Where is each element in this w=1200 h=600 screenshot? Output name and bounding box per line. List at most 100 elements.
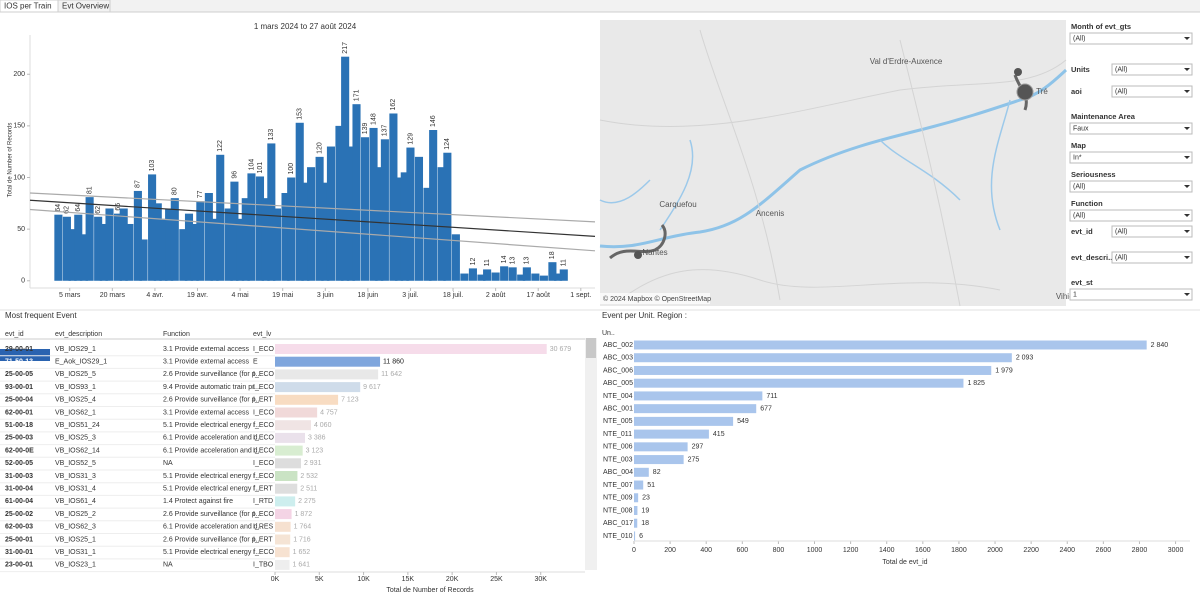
table-cell[interactable]: VB_IOS51_24 — [55, 422, 100, 429]
table-cell[interactable]: 5.1 Provide electrical energy f... — [163, 473, 261, 480]
table-cell[interactable]: I_ERT — [253, 397, 273, 404]
table-cell[interactable]: 62-00-01 — [5, 409, 33, 416]
filter-value[interactable]: (All) — [1115, 228, 1127, 235]
table-cell[interactable]: 6.1 Provide acceleration and d... — [163, 524, 263, 531]
table-bar[interactable] — [275, 344, 547, 354]
dropdown-arrow[interactable] — [1184, 230, 1190, 233]
dropdown-arrow[interactable] — [1184, 185, 1190, 188]
table-cell[interactable]: 2.6 Provide surveillance (for p... — [163, 397, 261, 404]
bar[interactable] — [634, 378, 964, 388]
table-cell[interactable]: 2.6 Provide surveillance (for p... — [163, 511, 261, 518]
filter-value[interactable]: (All) — [1115, 254, 1127, 261]
table-cell[interactable]: 52-00-05 — [5, 460, 33, 467]
table-cell[interactable]: 6.1 Provide acceleration and d... — [163, 435, 263, 442]
table-cell[interactable]: I_ECO — [253, 371, 275, 378]
dropdown-arrow[interactable] — [1184, 256, 1190, 259]
filter-value[interactable]: (All) — [1115, 88, 1127, 95]
filter-dropdown[interactable] — [1069, 122, 1193, 135]
table-cell[interactable]: I_RTD — [253, 498, 273, 505]
table-bar[interactable] — [275, 369, 379, 380]
table-cell[interactable]: I_RES — [253, 524, 274, 531]
table-cell[interactable]: 62-00-0E — [5, 447, 34, 454]
table-cell[interactable]: NA — [163, 562, 173, 569]
table-cell[interactable]: 61-00-04 — [5, 498, 33, 505]
table-cell[interactable]: I_TBO — [253, 562, 274, 569]
table-cell[interactable]: E_Aok_IOS29_1 — [55, 359, 107, 366]
table-cell[interactable]: 71-50-13 — [5, 359, 33, 366]
table-bar[interactable] — [275, 382, 361, 393]
filter-dropdown[interactable] — [1069, 151, 1193, 164]
table-bar[interactable] — [275, 534, 291, 545]
bar[interactable] — [634, 404, 757, 414]
bar[interactable] — [634, 365, 992, 375]
table-cell[interactable]: 6.1 Provide acceleration and d... — [163, 447, 263, 454]
bar[interactable] — [634, 493, 639, 503]
filter-value[interactable]: (All) — [1073, 35, 1085, 42]
table-cell[interactable]: I_ECO — [253, 435, 275, 442]
bar[interactable] — [634, 340, 1147, 350]
filter-value[interactable]: Faux — [1073, 125, 1089, 132]
bar[interactable] — [634, 480, 644, 490]
dropdown-arrow[interactable] — [1184, 68, 1190, 71]
bar[interactable] — [634, 505, 638, 515]
bar[interactable] — [634, 416, 734, 426]
table-cell[interactable]: I_ERT — [253, 486, 273, 493]
tab[interactable] — [57, 0, 111, 13]
table-cell[interactable]: VB_IOS25_2 — [55, 511, 96, 518]
table-cell[interactable]: 31-00-04 — [5, 486, 33, 493]
bar[interactable] — [634, 467, 649, 477]
dropdown-arrow[interactable] — [1184, 90, 1190, 93]
table-cell[interactable]: VB_IOS62_1 — [55, 409, 96, 416]
bar[interactable] — [634, 518, 638, 528]
table-cell[interactable]: 29-00-01 — [5, 346, 33, 353]
table-cell[interactable]: VB_IOS31_1 — [55, 549, 96, 556]
filter-dropdown[interactable] — [1111, 85, 1193, 98]
table-cell[interactable]: I_ECO — [253, 346, 275, 353]
table-bar[interactable] — [275, 407, 318, 418]
table-cell[interactable]: I_ECO — [253, 511, 275, 518]
table-cell[interactable]: 5.1 Provide electrical energy f... — [163, 422, 261, 429]
table-cell[interactable]: 51-00-18 — [5, 422, 33, 429]
table-cell[interactable]: I_ERT — [253, 536, 273, 543]
filter-value[interactable]: 1 — [1073, 291, 1077, 298]
table-cell[interactable]: VB_IOS25_5 — [55, 371, 96, 378]
table-cell[interactable]: I_ECO — [253, 447, 275, 454]
table-cell[interactable]: 3.1 Provide external access — [163, 346, 249, 353]
dropdown-arrow[interactable] — [1184, 127, 1190, 130]
table-cell[interactable]: VB_IOS31_4 — [55, 486, 96, 493]
table-bar[interactable] — [275, 547, 290, 558]
table-cell[interactable]: VB_IOS25_3 — [55, 435, 96, 442]
table-cell[interactable]: I_ECO — [253, 409, 275, 416]
table-cell[interactable]: E — [253, 359, 258, 366]
table-cell[interactable]: VB_IOS62_14 — [55, 447, 100, 454]
table-cell[interactable]: VB_IOS25_4 — [55, 397, 96, 404]
dropdown-arrow[interactable] — [1184, 293, 1190, 296]
filter-dropdown[interactable] — [1111, 225, 1193, 238]
table-cell[interactable]: I_ECO — [253, 549, 275, 556]
table-cell[interactable]: 9.4 Provide automatic train pr... — [163, 384, 260, 391]
table-cell[interactable]: 2.6 Provide surveillance (for p... — [163, 371, 261, 378]
bar[interactable] — [634, 429, 709, 439]
table-cell[interactable]: 5.1 Provide electrical energy f... — [163, 549, 261, 556]
table-cell[interactable]: 62-00-03 — [5, 524, 33, 531]
table-cell[interactable]: VB_IOS31_3 — [55, 473, 96, 480]
filter-dropdown[interactable] — [1069, 209, 1193, 222]
table-bar[interactable] — [275, 509, 292, 520]
table-bar[interactable] — [275, 432, 305, 443]
bar[interactable] — [634, 442, 688, 452]
table-bar[interactable] — [275, 521, 291, 532]
table-cell[interactable]: 1.4 Protect against fire — [163, 498, 233, 505]
tab-label[interactable]: IOS per Train — [4, 2, 52, 11]
bar[interactable] — [634, 455, 684, 465]
table-cell[interactable]: 25-00-01 — [5, 536, 33, 543]
table-cell[interactable]: 25-00-05 — [5, 371, 33, 378]
filter-value[interactable]: (All) — [1115, 66, 1127, 73]
table-bar[interactable] — [275, 471, 298, 481]
table-bar[interactable] — [275, 420, 311, 431]
dropdown-arrow[interactable] — [1184, 214, 1190, 217]
table-cell[interactable]: I_ECO — [253, 384, 275, 391]
filter-value[interactable]: (All) — [1073, 183, 1085, 190]
table-cell[interactable]: 25-00-03 — [5, 435, 33, 442]
table-cell[interactable]: 31-00-03 — [5, 473, 33, 480]
filter-dropdown[interactable] — [1111, 63, 1193, 76]
